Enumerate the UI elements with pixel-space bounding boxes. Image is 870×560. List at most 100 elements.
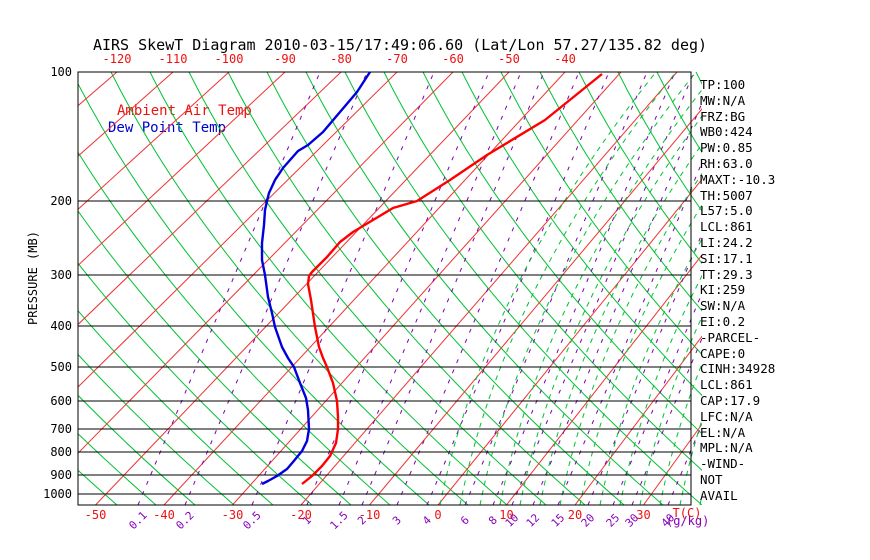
dry-adiabat-line — [78, 262, 313, 505]
bottom-temp-tick-label: 20 — [567, 508, 583, 522]
stats-panel-line: EL:N/A — [700, 424, 746, 440]
page-title: AIRS SkewT Diagram 2010-03-15/17:49:06.6… — [92, 36, 708, 54]
stats-panel-line: CINH:34928 — [700, 361, 776, 377]
isotherm-line — [78, 72, 286, 267]
mixing-ratio-line — [492, 72, 676, 505]
dew-point-temp-curve — [260, 71, 372, 486]
mixing-ratio-unit-label: (g/kg) — [666, 514, 710, 528]
dry-adiabat-line — [344, 72, 702, 505]
legend-dew-point-temp: Dew Point Temp — [108, 120, 227, 136]
dry-adiabat-line — [110, 72, 469, 505]
dry-adiabat-line — [578, 72, 702, 264]
ambient-air-temp-curve — [301, 73, 603, 485]
top-temp-tick-label: -120 — [102, 52, 132, 66]
dry-adiabat-line — [78, 504, 79, 505]
dry-adiabat-line — [422, 72, 702, 435]
stats-panel-line: RH:63.0 — [700, 156, 753, 171]
top-temp-tick-label: -50 — [498, 52, 520, 66]
isotherm-line — [643, 423, 702, 505]
dry-adiabat-line — [78, 394, 196, 505]
stats-panel-line: KI:259 — [700, 282, 746, 298]
stats-panel-line: -WIND- — [700, 456, 746, 472]
pressure-tick-label: 800 — [50, 445, 72, 459]
pressure-tick-label: 400 — [50, 319, 72, 333]
dry-adiabat-line — [461, 72, 702, 397]
bottom-temp-tick-label: 0 — [434, 508, 442, 522]
isotherm-line — [95, 72, 510, 505]
mixing-ratio-line — [251, 72, 435, 505]
stats-panel-line: EI:0.2 — [700, 314, 746, 329]
mixing-ratio-line — [532, 101, 702, 505]
mixing-ratio-line — [426, 72, 610, 505]
stats-panel-line: MW:N/A — [700, 92, 746, 108]
bottom-temp-tick-label: -50 — [84, 508, 107, 522]
stats-panel-line: PW:0.85 — [700, 140, 753, 156]
top-temp-tick-label: -100 — [214, 52, 244, 66]
bottom-temp-tick-label: -10 — [358, 508, 381, 522]
stats-panel-line: CAP:17.9 — [700, 393, 761, 408]
isotherm-line — [232, 72, 622, 505]
mixing-ratio-line — [306, 72, 490, 505]
dry-adiabat-line — [78, 210, 352, 505]
moist-adiabat-line — [599, 237, 702, 505]
isotherm-line — [78, 72, 342, 326]
stats-panel-line: AVAIL — [700, 487, 738, 503]
dry-adiabat-line — [78, 353, 235, 505]
bottom-temp-tick-label: 10 — [499, 508, 514, 522]
mixing-ratio-line — [361, 72, 545, 505]
isotherm-line — [78, 72, 454, 454]
stats-panel-line: MAXT:-10.3 — [700, 171, 776, 187]
pressure-tick-label: 700 — [50, 422, 72, 436]
plot-frame — [77, 71, 692, 506]
top-temp-tick-label: -60 — [442, 52, 464, 66]
moist-adiabat-line — [659, 362, 702, 505]
isotherm-line — [369, 108, 702, 505]
top-temp-tick-label: -90 — [274, 52, 296, 66]
temp-unit-label: T(C) — [672, 506, 702, 520]
isotherm-line — [163, 72, 566, 505]
pressure-tick-label: 200 — [50, 194, 72, 208]
dry-adiabat-line — [266, 72, 625, 505]
stats-panel-line: NOT — [700, 472, 723, 487]
dry-adiabat-line — [500, 72, 702, 356]
pressure-tick-label: 100 — [50, 65, 72, 79]
dry-adiabat-line — [656, 72, 702, 154]
stats-panel-line: TP:100 — [700, 77, 746, 92]
dry-adiabat-line — [227, 72, 586, 505]
stats-panel-line: TT:29.3 — [700, 266, 753, 282]
moist-adiabat-line — [579, 204, 702, 505]
dry-adiabat-line — [78, 309, 274, 505]
pressure-tick-label: 900 — [50, 468, 72, 482]
top-temp-tick-label: -40 — [554, 52, 576, 66]
stats-panel-line: LFC:N/A — [700, 408, 753, 424]
bottom-temp-tick-label: -20 — [290, 508, 312, 522]
isotherm-line — [78, 72, 230, 211]
isotherm-line — [78, 72, 174, 157]
moist-adiabat-line — [459, 72, 677, 505]
moist-adiabat-line — [499, 88, 702, 505]
stats-panel-line: L57:5.0 — [700, 203, 753, 219]
top-temp-tick-label: -110 — [158, 52, 188, 66]
stats-panel-line: TH:5007 — [700, 187, 753, 203]
top-temp-tick-label: -70 — [386, 52, 408, 66]
stats-panel-line: WB0:424 — [700, 124, 753, 140]
stats-panel-line: LCL:861 — [700, 377, 753, 393]
moist-adiabat-line — [479, 72, 697, 505]
dry-adiabat-line — [78, 433, 157, 505]
mixing-ratio-line — [667, 422, 702, 505]
dry-adiabat-line — [78, 151, 391, 505]
dry-adiabat-line — [305, 72, 664, 505]
isotherm-line — [300, 72, 678, 505]
top-temp-tick-label: -80 — [330, 52, 352, 66]
moist-adiabat-line — [559, 172, 702, 505]
stats-panel-line: FRZ:BG — [700, 108, 746, 124]
moist-adiabat-line — [639, 315, 702, 505]
mixing-ratio-line — [396, 72, 580, 505]
moist-adiabat-line — [539, 143, 702, 505]
isotherm-line — [574, 335, 702, 505]
stats-panel-line: -PARCEL- — [700, 329, 761, 345]
mixing-ratio-line — [137, 72, 321, 505]
pressure-tick-label: 600 — [50, 394, 72, 408]
